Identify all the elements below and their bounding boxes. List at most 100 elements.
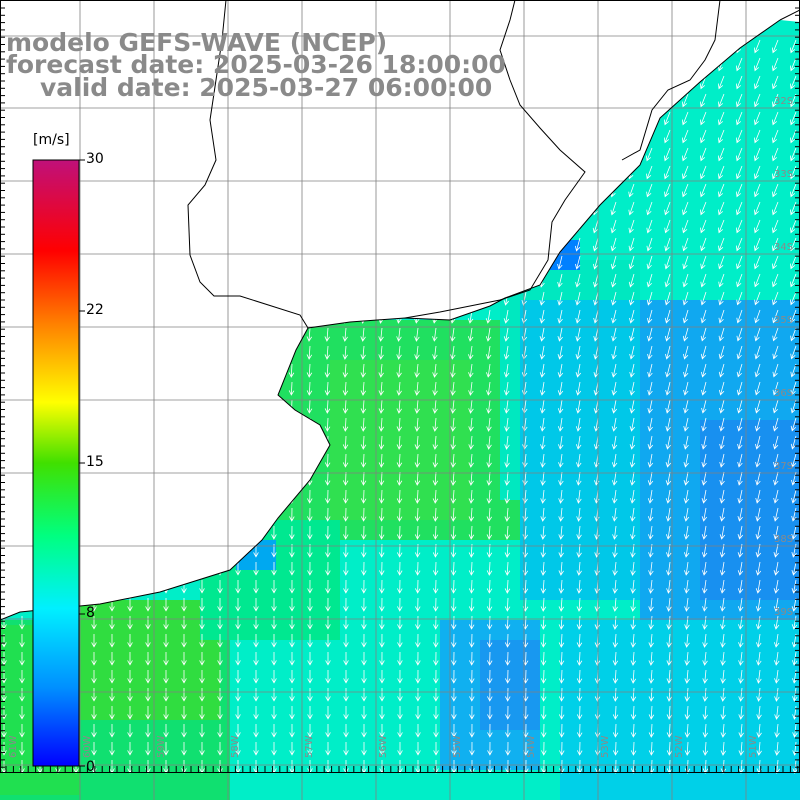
wind-arrow: [789, 201, 797, 216]
wind-arrow: [504, 435, 510, 450]
wind-arrow: [753, 219, 761, 234]
wind-arrow: [666, 597, 672, 612]
wind-arrow: [19, 490, 25, 504]
wind-arrow: [433, 723, 439, 738]
wind-arrow: [360, 489, 367, 504]
wind-arrow: [790, 435, 797, 450]
wind-arrow: [395, 165, 401, 180]
wind-arrow: [109, 634, 115, 648]
wind-arrow: [630, 705, 637, 720]
wind-arrow: [288, 183, 294, 198]
wind-arrow: [484, 147, 491, 162]
wind-arrow: [664, 273, 671, 288]
wind-arrow: [592, 237, 599, 252]
wind-arrow: [485, 219, 491, 234]
wind-arrow: [396, 507, 403, 522]
wind-arrow: [396, 453, 403, 468]
wind-arrow: [469, 723, 475, 738]
wind-arrow: [720, 615, 726, 630]
wind-arrow: [433, 669, 439, 684]
lat-label: 38S: [774, 534, 793, 545]
lon-label: 59W: [156, 735, 167, 758]
wind-arrow: [414, 489, 421, 504]
wind-arrow: [359, 165, 366, 180]
wind-arrow: [1, 346, 7, 360]
wind-arrow: [576, 471, 582, 486]
wind-arrow: [234, 219, 240, 234]
wind-arrow: [754, 381, 761, 396]
wind-arrow: [216, 183, 222, 198]
wind-arrow: [271, 742, 277, 756]
wind-arrow: [162, 147, 168, 162]
wind-arrow: [449, 273, 456, 288]
wind-arrow: [324, 363, 331, 378]
wind-arrow: [109, 381, 115, 396]
wind-arrow: [1, 580, 7, 594]
wind-arrow: [790, 381, 797, 396]
wind-arrow: [504, 615, 511, 630]
wind-arrow: [789, 147, 797, 162]
wind-arrow: [701, 471, 707, 486]
wind-arrow: [90, 129, 97, 144]
wind-arrow: [665, 471, 672, 486]
wind-arrow: [91, 742, 97, 756]
wind-arrow: [198, 111, 204, 126]
lon-label: 57W: [304, 735, 315, 758]
wind-arrow: [737, 471, 743, 486]
wind-arrow: [789, 237, 797, 252]
wind-arrow: [180, 111, 186, 126]
wind-arrow: [735, 165, 743, 180]
wind-arrow: [217, 598, 223, 612]
wind-arrow: [162, 309, 169, 324]
wind-arrow: [144, 201, 151, 216]
wind-arrow: [450, 579, 457, 594]
wind-arrow: [235, 688, 241, 702]
wind-arrow: [19, 562, 25, 576]
wind-arrow: [217, 471, 223, 486]
wind-arrow: [289, 688, 295, 702]
wind-arrow: [217, 453, 223, 468]
wind-arrow: [666, 633, 672, 648]
wind-arrow: [162, 255, 169, 270]
wind-arrow: [754, 417, 761, 432]
wind-arrow: [738, 669, 744, 684]
wind-arrow: [701, 417, 707, 432]
wind-arrow: [109, 562, 115, 576]
wind-arrow: [630, 723, 637, 738]
wind-arrow: [162, 165, 168, 180]
wind-arrow: [271, 652, 277, 666]
wind-arrow: [450, 597, 457, 612]
wind-arrow: [181, 616, 187, 630]
wind-arrow: [199, 616, 205, 630]
wind-arrow: [181, 562, 187, 576]
wind-arrow: [502, 147, 509, 162]
wind-arrow: [19, 219, 25, 234]
wind-arrow: [684, 561, 690, 576]
wind-arrow: [773, 453, 779, 468]
wind-arrow: [432, 345, 438, 360]
wind-arrow: [379, 706, 385, 720]
wind-arrow: [252, 345, 259, 360]
wind-arrow: [198, 255, 205, 270]
wind-arrow: [288, 417, 295, 432]
wind-arrow: [469, 669, 475, 684]
wind-arrow: [216, 219, 222, 234]
wind-arrow: [574, 111, 581, 126]
wind-arrow: [754, 291, 761, 306]
lon-label: 55W: [452, 735, 463, 758]
wind-arrow: [325, 688, 331, 702]
wind-arrow: [451, 669, 457, 684]
wind-arrow: [181, 688, 187, 702]
wind-arrow: [343, 525, 349, 540]
wind-arrow: [753, 255, 761, 270]
wind-arrow: [90, 111, 97, 126]
wind-arrow: [664, 237, 671, 252]
wind-arrow: [754, 399, 761, 414]
wind-arrow: [109, 724, 115, 738]
wind-arrow: [145, 417, 151, 432]
wind-arrow: [505, 705, 511, 720]
wind-arrow: [738, 705, 744, 720]
wind-arrow: [306, 345, 313, 360]
wind-arrow: [199, 742, 205, 756]
wind-arrow: [270, 345, 277, 360]
